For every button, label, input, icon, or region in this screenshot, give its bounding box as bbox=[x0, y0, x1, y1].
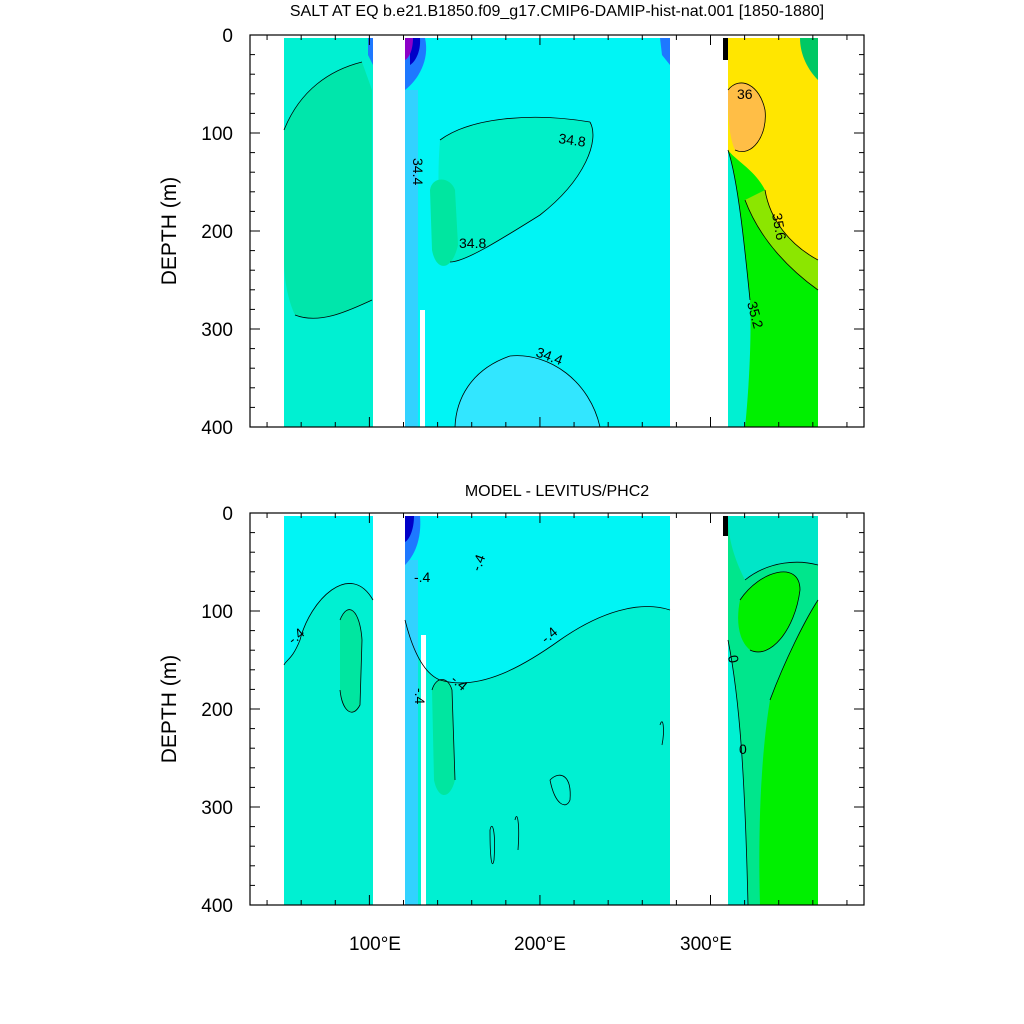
pacific-gap-bottom bbox=[421, 635, 426, 905]
x-tick-label: 100°E bbox=[349, 934, 401, 955]
contour-region-atlantic-bottom-green bbox=[759, 600, 818, 905]
contour-region-indian-bottom-green bbox=[340, 609, 362, 713]
contour-region-pacific-green bbox=[438, 117, 593, 262]
contour-region-pacific-bottom-cyan bbox=[405, 516, 670, 683]
x-tick-labels-bottom: 100°E 200°E 300°E bbox=[349, 934, 732, 955]
y-tick-label: 200 bbox=[201, 700, 233, 721]
contour-region-atlantic-bottom-cyan bbox=[728, 640, 748, 905]
x-tick-label: 200°E bbox=[514, 934, 566, 955]
contour-label: 0 bbox=[725, 654, 742, 665]
pacific-gap-top bbox=[420, 310, 425, 427]
contour-region-atlantic-bottom-edge bbox=[723, 516, 728, 536]
chart-bottom: MODEL - LEVITUS/PHC2 bbox=[158, 483, 865, 955]
y-tick-labels-top: 0 100 200 300 400 bbox=[201, 26, 233, 439]
contour-region-pacific-west-purple bbox=[405, 38, 413, 60]
contour-lines-bottom bbox=[283, 561, 819, 905]
y-tick-label: 100 bbox=[201, 124, 233, 145]
tick-marks-bottom bbox=[250, 512, 864, 906]
contour-labels-bottom: -.4 -.4 -.4 -.4 -.4 -.4 0 0 bbox=[285, 552, 747, 757]
contour-region-atlantic-orange bbox=[728, 82, 766, 152]
y-tick-label: 400 bbox=[201, 896, 233, 917]
contour-region-pacific-core bbox=[430, 179, 458, 266]
contour-label: 34.4 bbox=[410, 158, 426, 185]
contour-region-pacific-deep bbox=[455, 355, 600, 427]
contour-region-atlantic-bottom-green2 bbox=[738, 571, 800, 652]
y-tick-label: 0 bbox=[222, 26, 233, 47]
y-tick-label: 400 bbox=[201, 418, 233, 439]
contour-region-pacific-bottom-green bbox=[432, 679, 455, 795]
chart-top: SALT AT EQ b.e21.B1850.f09_g17.CMIP6-DAM… bbox=[158, 3, 865, 439]
contour-label: 36 bbox=[737, 86, 753, 102]
y-tick-label: 0 bbox=[222, 504, 233, 525]
y-tick-label: 300 bbox=[201, 798, 233, 819]
tick-marks-top bbox=[250, 34, 864, 428]
contour-region-atlantic-east bbox=[800, 38, 818, 80]
contour-region-pacific-bottom-west bbox=[405, 560, 418, 905]
y-tick-label: 200 bbox=[201, 222, 233, 243]
y-tick-label: 100 bbox=[201, 602, 233, 623]
chart-bottom-title: MODEL - LEVITUS/PHC2 bbox=[465, 483, 649, 500]
contour-label: -.4 bbox=[414, 569, 431, 585]
contour-field-top bbox=[283, 38, 819, 427]
contour-label: 34.8 bbox=[558, 130, 587, 150]
contour-region-atlantic-yellowgreen bbox=[745, 190, 818, 290]
contour-region-atlantic-edge bbox=[723, 38, 728, 60]
contour-lines-top bbox=[283, 61, 819, 427]
chart-top-title: SALT AT EQ b.e21.B1850.f09_g17.CMIP6-DAM… bbox=[290, 3, 824, 20]
y-axis-label-top: DEPTH (m) bbox=[158, 177, 181, 286]
x-tick-label: 300°E bbox=[680, 934, 732, 955]
contour-region-pacific-bottom-dark bbox=[405, 516, 414, 542]
contour-label: -.4 bbox=[468, 552, 489, 573]
contour-label: 0 bbox=[739, 741, 747, 757]
contour-region-atlantic-cyan bbox=[728, 150, 751, 427]
contour-label: 35.2 bbox=[744, 300, 767, 331]
y-tick-label: 300 bbox=[201, 320, 233, 341]
contour-region-indian-top bbox=[284, 62, 372, 319]
y-tick-labels-bottom: 0 100 200 300 400 bbox=[201, 504, 233, 917]
contour-field-bottom bbox=[283, 516, 819, 905]
contour-label: 34.8 bbox=[459, 235, 486, 251]
y-axis-label-bottom: DEPTH (m) bbox=[158, 655, 181, 764]
contour-label: 35.6 bbox=[769, 212, 790, 242]
contour-region-pacific-west-strip bbox=[405, 90, 418, 427]
contour-region-pacific-east-blue bbox=[660, 38, 670, 65]
contour-region-indian-bottom-cyan bbox=[284, 516, 373, 665]
contour-region-atlantic-bottom-upper bbox=[728, 516, 818, 580]
contour-label: -.4 bbox=[412, 688, 428, 705]
